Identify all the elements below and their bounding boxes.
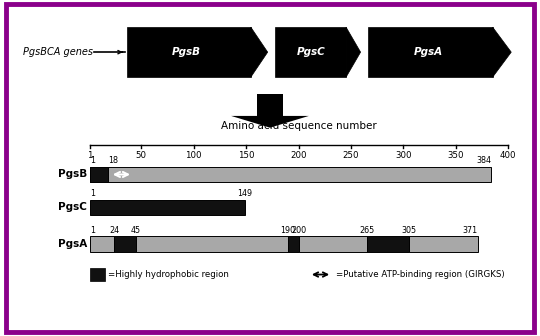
Bar <box>367 237 409 252</box>
Text: 250: 250 <box>343 151 359 160</box>
Text: 371: 371 <box>463 226 478 235</box>
Bar <box>90 167 491 182</box>
Bar <box>114 237 136 252</box>
Polygon shape <box>231 116 309 128</box>
Text: 400: 400 <box>500 151 516 160</box>
Text: 265: 265 <box>359 226 374 235</box>
Text: 1: 1 <box>90 156 95 165</box>
Bar <box>90 200 245 215</box>
Text: PgsA: PgsA <box>414 47 443 57</box>
Text: =Putative ATP-binding region (GIRGKS): =Putative ATP-binding region (GIRGKS) <box>336 270 505 279</box>
Bar <box>127 27 251 77</box>
Bar <box>90 237 114 252</box>
Bar <box>90 167 108 182</box>
Text: Amino acid sequence number: Amino acid sequence number <box>221 121 376 131</box>
Text: 1: 1 <box>90 189 95 198</box>
Polygon shape <box>346 27 361 77</box>
Text: PgsB: PgsB <box>172 47 201 57</box>
Text: 305: 305 <box>401 226 416 235</box>
Text: 24: 24 <box>109 226 119 235</box>
Text: PgsB: PgsB <box>58 169 87 179</box>
Text: 45: 45 <box>131 226 141 235</box>
Text: PgsC: PgsC <box>58 203 87 212</box>
Text: 1: 1 <box>87 151 93 160</box>
Bar <box>257 94 283 116</box>
Text: 149: 149 <box>238 189 253 198</box>
Bar <box>90 268 105 281</box>
Text: 1: 1 <box>90 226 95 235</box>
Text: =Highly hydrophobic region: =Highly hydrophobic region <box>108 270 228 279</box>
Text: 190: 190 <box>280 226 295 235</box>
Bar <box>368 27 492 77</box>
Bar <box>299 237 367 252</box>
Text: 100: 100 <box>185 151 202 160</box>
Bar <box>409 237 478 252</box>
Bar <box>288 237 299 252</box>
Text: PgsC: PgsC <box>296 47 326 57</box>
Text: 200: 200 <box>291 151 307 160</box>
Polygon shape <box>251 27 268 77</box>
Text: 350: 350 <box>448 151 464 160</box>
Bar <box>275 27 346 77</box>
Text: 50: 50 <box>136 151 147 160</box>
Bar <box>136 237 288 252</box>
Text: 150: 150 <box>238 151 254 160</box>
Text: 200: 200 <box>291 226 306 235</box>
Text: 300: 300 <box>395 151 411 160</box>
Text: 384: 384 <box>476 156 491 165</box>
Polygon shape <box>492 27 511 77</box>
Text: PgsA: PgsA <box>58 239 87 249</box>
Text: 18: 18 <box>108 156 118 165</box>
Text: PgsBCA genes: PgsBCA genes <box>23 47 92 57</box>
